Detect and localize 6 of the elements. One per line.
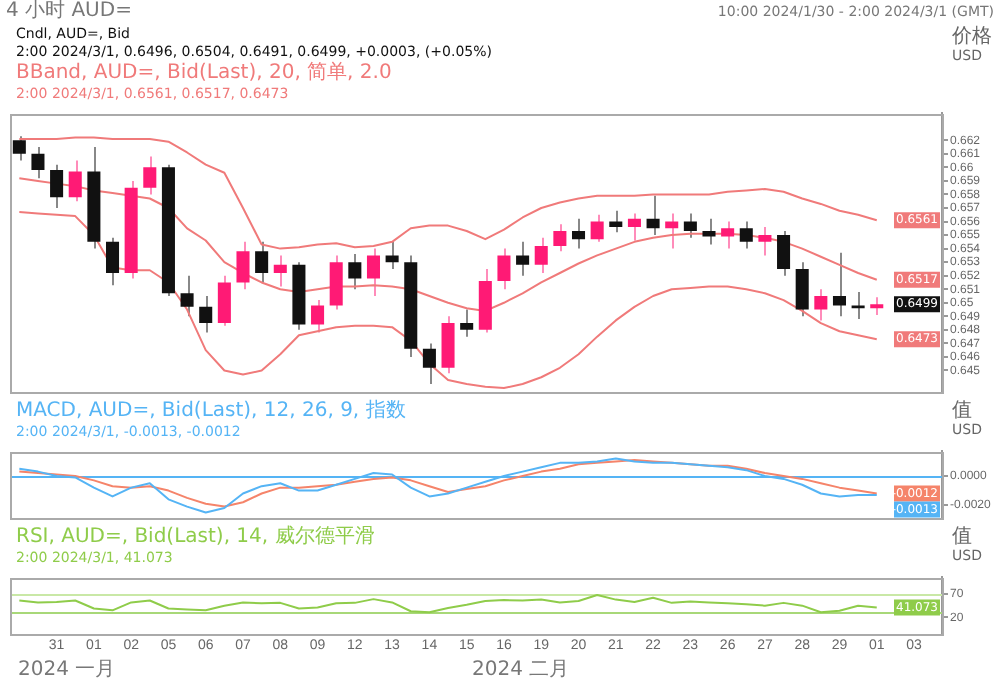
text: 2024 二月: [472, 659, 570, 680]
chart-title: 4 小时 AUD=: [6, 0, 132, 24]
text: BBand, AUD=, Bid(Last), 20, 简单, 2.0: [16, 62, 394, 86]
text: RSI, AUD=, Bid(Last), 14, 威尔德平滑: [16, 526, 375, 548]
text: MACD, AUD=, Bid(Last), 12, 26, 9, 指数: [16, 400, 406, 422]
text: 2024 一月: [18, 659, 116, 680]
